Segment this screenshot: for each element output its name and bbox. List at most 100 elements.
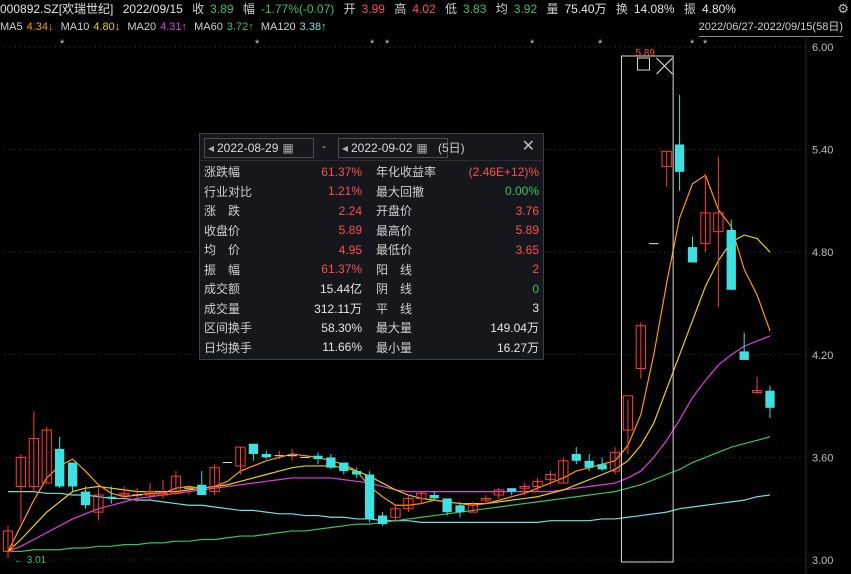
stats-key: 最高价 — [376, 223, 413, 238]
candle-body-down — [442, 498, 452, 513]
candle-body-up — [119, 492, 130, 496]
stats-key: 最低价 — [376, 243, 413, 258]
stats-row: 成交量 312.11万平 线 3 — [200, 299, 543, 319]
stats-table: 涨跌幅 61.37% 年化收益率 (2.46E+12)% 行业对比 1.21% 最大回撤 0.… — [200, 162, 543, 357]
stats-value: 11.66% — [322, 340, 362, 355]
stats-key: 均 价 — [204, 243, 241, 258]
stats-key: 收盘价 — [204, 223, 241, 238]
candle-body-down — [597, 464, 607, 470]
candle-body-up — [15, 456, 27, 487]
stats-value: (2.46E+12)% — [468, 164, 539, 179]
event-star-icon: * — [385, 38, 390, 50]
stats-key: 开盘价 — [376, 204, 413, 219]
calendar-icon[interactable]: ▦ — [282, 141, 294, 155]
high-value: 4.02 — [412, 2, 436, 16]
stats-value: 3 — [532, 301, 539, 316]
candle-body-up — [635, 325, 646, 369]
chevron-left-icon[interactable]: ◂ — [208, 141, 215, 155]
candle-body-up — [622, 395, 634, 431]
y-tick-label: 6.00 — [812, 42, 833, 54]
ma5-label: MA5 — [0, 21, 23, 33]
candle-body-up — [41, 429, 52, 484]
end-date: 2022-09-02 — [351, 141, 413, 155]
event-star-icon: * — [370, 38, 375, 50]
candle-body-up — [713, 212, 724, 233]
stats-value: 4.95 — [338, 242, 362, 257]
candle-body-down — [687, 247, 698, 263]
candle-body-down — [364, 474, 375, 519]
candle-body-down — [584, 460, 594, 468]
candle-body-up — [532, 480, 543, 487]
candle-body-down — [352, 471, 362, 475]
ma20-label: MA20 — [127, 21, 157, 33]
stats-value: 0 — [532, 281, 539, 296]
gear-icon[interactable]: ⚙ — [837, 1, 849, 16]
ma20-line — [7, 335, 771, 553]
stats-key: 区间换手 — [204, 321, 253, 336]
ma10-line — [7, 234, 771, 552]
stats-row: 区间换手 58.30% 最大量 149.04万 — [200, 318, 543, 338]
candle-body-down — [248, 443, 259, 454]
close-label: 收 — [192, 2, 205, 16]
interval-selection-box — [620, 55, 674, 563]
y-tick-label: 5.40 — [812, 145, 833, 157]
stats-row: 成交额 15.44亿阴 线 0 — [200, 279, 543, 299]
stats-value: 2 — [532, 262, 539, 277]
stats-key: 成交额 — [204, 282, 241, 297]
chevron-left-icon[interactable]: ◂ — [342, 141, 349, 155]
low-value: 3.83 — [463, 2, 487, 16]
candle-body-up — [2, 530, 14, 552]
candle-body-down — [739, 351, 749, 360]
y-tick-label: 4.80 — [812, 247, 833, 259]
stats-row: 振 幅 61.37% 阳 线 2 — [200, 260, 543, 280]
stats-value: 5.89 — [338, 223, 362, 238]
close-icon[interactable]: ✕ — [521, 138, 535, 155]
candle-body-up — [661, 150, 672, 168]
stats-key: 成交量 — [204, 301, 241, 316]
candle-body-up — [28, 438, 39, 487]
ma60-label: MA60 — [194, 21, 223, 33]
candle-body-down — [313, 455, 323, 460]
candle-body-up — [390, 508, 401, 518]
candle-body-up — [545, 474, 556, 481]
stats-value: 312.11万 — [314, 301, 362, 316]
candle-body-up — [209, 467, 220, 493]
candle-body-up — [467, 504, 479, 513]
close-icon — [656, 57, 673, 75]
avg-value: 3.92 — [513, 2, 538, 16]
stats-value: 61.37% — [321, 262, 362, 277]
stats-value: 0.00% — [504, 184, 539, 199]
event-star-icon: * — [703, 38, 708, 50]
stats-key: 阳 线 — [376, 262, 413, 277]
stats-key: 阴 线 — [376, 282, 413, 297]
candle-body-up — [751, 390, 763, 393]
candle-body-down — [429, 495, 439, 499]
ma20-value: 4.31↑ — [160, 21, 188, 33]
ma120-value: 3.38↑ — [299, 21, 327, 33]
date-range[interactable]: 2022/06/27-2022/09/15(58日) — [698, 18, 843, 37]
candle-body-down — [261, 453, 271, 458]
stats-value: 5.89 — [515, 223, 539, 238]
y-tick-label: 4.20 — [812, 350, 833, 362]
ma120-label: MA120 — [260, 21, 296, 33]
start-date-picker[interactable]: ◂ 2022-08-29 ▦ — [204, 138, 314, 158]
stats-key: 最大回撤 — [376, 184, 425, 199]
min-price-marker: ← 3.01 — [14, 555, 47, 566]
stats-key: 行业对比 — [204, 184, 253, 199]
high-label: 高 — [394, 2, 407, 16]
stats-row: 均 价 4.95 最低价 3.65 — [200, 240, 543, 260]
stats-value: 3.65 — [515, 242, 539, 257]
stats-value: 149.04万 — [490, 321, 539, 336]
candle-body-down — [571, 453, 581, 461]
volume-label: 量 — [546, 2, 559, 16]
max-price-marker: 5.89 — [635, 48, 655, 59]
stats-key: 振 幅 — [204, 262, 241, 277]
stock-code: 000892.SZ[欢瑞世纪] — [0, 2, 114, 16]
y-tick-label: 3.60 — [812, 452, 833, 464]
calendar-icon[interactable]: ▦ — [416, 141, 428, 155]
candle-body-down — [339, 462, 349, 472]
start-date: 2022-08-29 — [217, 141, 279, 155]
stats-value: 58.30% — [321, 320, 362, 335]
end-date-picker[interactable]: ◂ 2022-09-02 ▦ — [338, 138, 448, 158]
